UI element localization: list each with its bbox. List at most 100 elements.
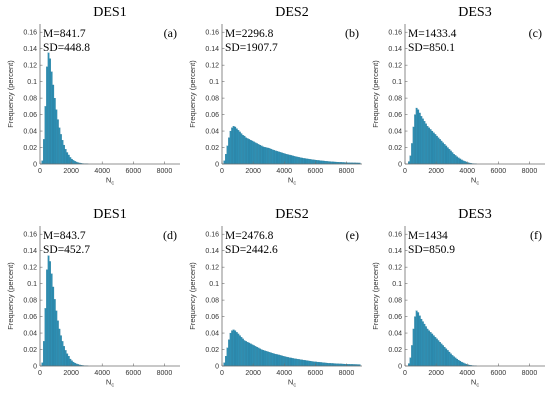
histogram-bar	[422, 321, 424, 367]
panel-letter: (f)	[530, 228, 542, 242]
x-tick-label: 6000	[126, 168, 142, 175]
histogram-bar	[291, 358, 294, 367]
histogram-bar	[277, 354, 280, 367]
histogram-bar	[44, 308, 47, 367]
histogram-bar	[439, 342, 441, 367]
histogram-bar	[290, 155, 293, 165]
y-tick-label: 0.12	[23, 63, 37, 70]
y-tick-label: 0.14	[23, 46, 37, 53]
histogram-bar	[50, 71, 53, 165]
histogram-bar	[259, 144, 261, 165]
histogram-bar	[296, 156, 299, 165]
histogram-bar	[288, 357, 291, 367]
histogram-bar	[281, 152, 283, 165]
histogram-bar	[293, 358, 296, 367]
histogram-bar	[423, 121, 426, 165]
histogram-bar	[246, 138, 249, 165]
histogram-bar	[265, 147, 268, 165]
histogram-bar	[242, 338, 244, 367]
y-tick-label: 0.12	[205, 265, 219, 272]
histogram-bar	[276, 151, 279, 165]
y-tick-label: 0.16	[205, 232, 219, 239]
histogram-bar	[298, 157, 300, 165]
histogram-bar	[307, 360, 310, 367]
histogram-bar	[414, 114, 416, 165]
histogram-bar	[448, 149, 451, 165]
histogram-bar	[259, 348, 261, 367]
histogram-bar	[262, 350, 265, 367]
histogram-bar	[285, 356, 288, 367]
y-tick-label: 0.14	[23, 248, 37, 255]
histogram-bar	[58, 127, 61, 165]
y-tick-label: 0.04	[205, 128, 219, 135]
y-tick-label: 0.14	[205, 46, 219, 53]
histogram-bar	[50, 273, 53, 367]
histogram-bar	[453, 154, 455, 165]
histogram-bar	[457, 157, 460, 165]
histogram-panel: 0 0.02 0.04 0.06 0.08 0.1 0.12 0.14 0.16 0 2000 400…	[188, 5, 362, 187]
panel-title: DES3	[458, 5, 491, 20]
histogram-bar	[411, 345, 413, 367]
histogram-bar	[231, 127, 233, 165]
histogram-bar	[254, 142, 257, 165]
sd-annotation: SD=2442.6	[225, 244, 278, 256]
histogram-bar	[253, 345, 255, 367]
y-tick-label: 0.02	[388, 347, 402, 354]
histogram-bar	[66, 353, 69, 367]
histogram-bar	[460, 159, 463, 165]
histogram-bar	[310, 159, 313, 165]
histogram-bar	[47, 255, 50, 367]
histogram-bar	[245, 137, 247, 165]
y-axis-label: Frequency (percent)	[188, 262, 197, 330]
y-axis-label: Frequency (percent)	[371, 60, 380, 128]
histogram-bar	[304, 158, 307, 165]
histogram-bar	[53, 299, 56, 367]
x-tick-label: 2000	[428, 370, 444, 377]
x-tick-label: 0	[38, 370, 42, 377]
histogram-bar	[415, 107, 418, 165]
histogram-bar	[442, 345, 444, 367]
x-tick-label: 2000	[428, 168, 444, 175]
histogram-bar	[412, 126, 415, 165]
histogram-bar	[451, 355, 454, 367]
histogram-bar	[267, 147, 269, 165]
histogram-bar	[63, 144, 65, 165]
histogram-bar	[302, 359, 305, 367]
histogram-bar	[409, 357, 412, 367]
histogram-bar	[60, 134, 62, 165]
x-tick-label: 8000	[339, 168, 355, 175]
y-tick-label: 0.14	[205, 248, 219, 255]
histogram-bar	[44, 106, 47, 165]
y-tick-label: 0.08	[205, 96, 219, 103]
panel-title: DES2	[275, 207, 308, 222]
x-tick-label: 8000	[339, 370, 355, 377]
x-tick-label: 8000	[522, 168, 538, 175]
histogram-bar	[443, 144, 446, 165]
x-tick-label: 0	[220, 168, 224, 175]
x-axis-label: Nc	[288, 378, 296, 389]
y-tick-label: 0.12	[205, 63, 219, 70]
histogram-bar	[431, 333, 434, 367]
histogram-bar	[72, 160, 75, 165]
panel-title: DES2	[275, 5, 308, 20]
histogram-bar	[301, 359, 303, 367]
histogram-bar	[420, 318, 423, 367]
histogram-bar	[267, 351, 269, 367]
histogram-bar	[268, 148, 271, 165]
histogram-bar	[445, 145, 448, 165]
histogram-bar	[291, 155, 294, 165]
mean-annotation: M=1433.4	[408, 28, 457, 40]
histogram-bar	[318, 160, 321, 165]
x-tick-label: 4000	[94, 168, 110, 175]
sd-annotation: SD=850.9	[408, 244, 455, 256]
histogram-bar	[409, 155, 412, 165]
y-tick-label: 0.04	[23, 330, 37, 337]
histogram-bar	[235, 128, 238, 165]
panel-title: DES1	[93, 5, 126, 20]
histogram-bar	[454, 155, 457, 165]
histogram-bar	[434, 134, 437, 165]
histogram-bar	[412, 328, 415, 367]
histogram-bar	[459, 158, 462, 165]
histogram-bar	[256, 143, 258, 165]
histogram-bar	[459, 360, 462, 367]
